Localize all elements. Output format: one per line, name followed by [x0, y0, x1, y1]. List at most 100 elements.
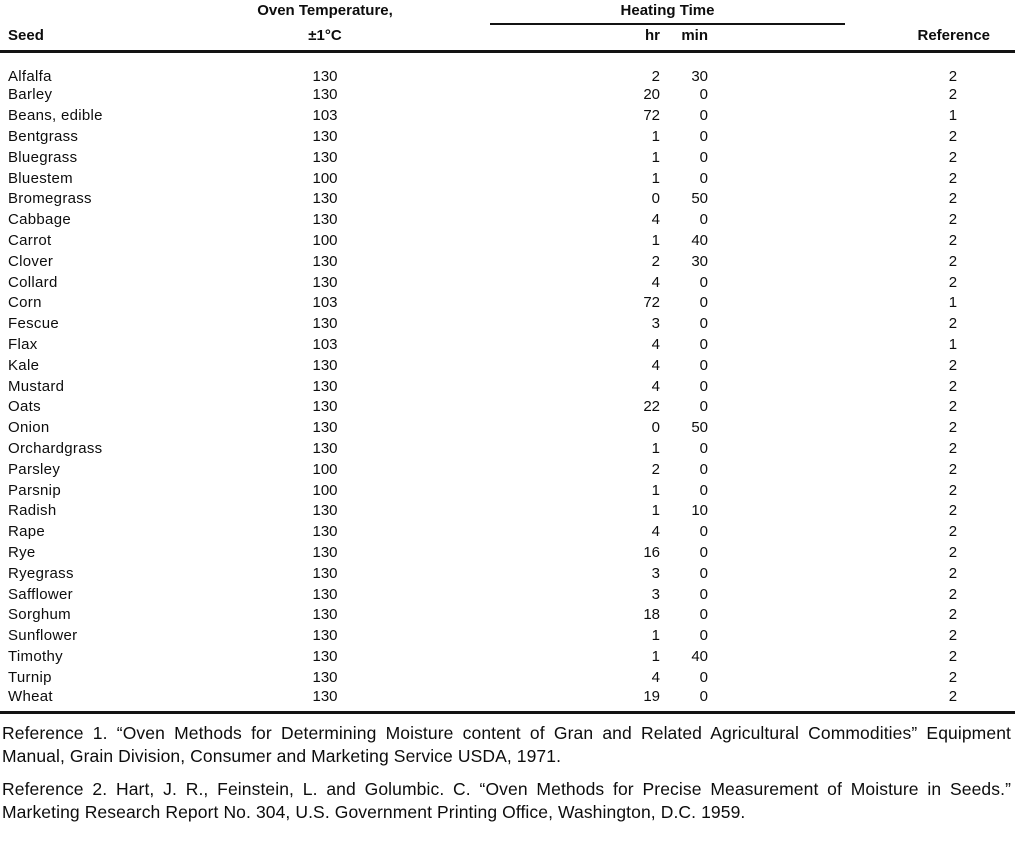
heating-hours-cell: 1: [651, 231, 660, 249]
heating-minutes-cell: 10: [691, 502, 708, 520]
heating-minutes-cell: 0: [699, 148, 708, 166]
seed-name-cell: Parsley: [8, 460, 61, 478]
oven-temperature-cell: 130: [312, 502, 338, 520]
oven-temperature-cell: 103: [312, 107, 338, 125]
heating-hours-cell: 4: [651, 356, 660, 374]
seed-name-cell: Sorghum: [8, 606, 71, 624]
heating-hours-cell: 2: [651, 252, 660, 270]
oven-temperature-cell: 103: [312, 294, 338, 312]
seed-heating-table: Oven Temperature, Heating Time Seed ±1°C…: [0, 0, 1015, 714]
oven-temperature-cell: 130: [312, 627, 338, 645]
table-row: Fescue 130 3 0 2: [0, 313, 1015, 334]
seed-name-cell: Barley: [8, 86, 53, 104]
reference-number-cell: 2: [948, 460, 958, 478]
table-row: Bluegrass 130 1 0 2: [0, 147, 1015, 168]
seed-name-cell: Radish: [8, 502, 57, 520]
table-row: Beans, edible 103 72 0 1: [0, 105, 1015, 126]
heating-hours-cell: 18: [643, 606, 660, 624]
seed-name-cell: Bluestem: [8, 169, 73, 187]
heating-time-spanner: Heating Time: [405, 0, 1015, 25]
heating-hours-cell: 2: [651, 460, 660, 478]
oven-temperature-cell: 130: [312, 419, 338, 437]
table-row: Barley 130 20 0 2: [0, 85, 1015, 106]
table-row: Clover 130 2 30 2: [0, 251, 1015, 272]
reference-number-cell: 2: [948, 523, 958, 541]
heating-hours-cell: 4: [651, 523, 660, 541]
table-row: Turnip 130 4 0 2: [0, 667, 1015, 688]
oven-temperature-header-line1: Oven Temperature,: [257, 2, 393, 19]
seed-name-cell: Kale: [8, 356, 40, 374]
heating-hours-cell: 16: [643, 543, 660, 561]
seed-name-cell: Cabbage: [8, 211, 71, 229]
table-row: Orchardgrass 130 1 0 2: [0, 438, 1015, 459]
seed-column-header: Seed: [0, 25, 245, 53]
heating-hours-cell: 0: [651, 190, 660, 208]
reference-1-footnote: Reference 1. “Oven Methods for Determini…: [2, 722, 1011, 766]
oven-temperature-cell: 130: [312, 647, 338, 665]
table-row: Ryegrass 130 3 0 2: [0, 563, 1015, 584]
heating-minutes-cell: 0: [699, 564, 708, 582]
table-row: Onion 130 0 50 2: [0, 417, 1015, 438]
seed-name-cell: Flax: [8, 335, 38, 353]
heating-minutes-cell: 40: [691, 231, 708, 249]
heating-hours-cell: 4: [651, 668, 660, 686]
heating-hours-cell: 1: [651, 502, 660, 520]
reference-column-header: Reference: [708, 25, 1015, 53]
table-row: Bluestem 100 1 0 2: [0, 168, 1015, 189]
reference-number-cell: 2: [948, 398, 958, 416]
reference-number-cell: 2: [948, 606, 958, 624]
heating-hours-cell: 3: [651, 315, 660, 333]
heating-hours-cell: 2: [651, 67, 660, 85]
reference-number-cell: 1: [948, 294, 958, 312]
reference-number-cell: 2: [948, 315, 958, 333]
oven-temperature-cell: 130: [312, 398, 338, 416]
seed-name-cell: Mustard: [8, 377, 65, 395]
heating-minutes-cell: 0: [699, 107, 708, 125]
table-row: Sunflower 130 1 0 2: [0, 625, 1015, 646]
seed-name-cell: Bluegrass: [8, 148, 78, 166]
table-header: Oven Temperature, Heating Time Seed ±1°C…: [0, 0, 1015, 53]
heating-minutes-cell: 0: [699, 523, 708, 541]
oven-temperature-cell: 130: [312, 668, 338, 686]
heating-hours-cell: 72: [643, 294, 660, 312]
heating-minutes-cell: 0: [699, 606, 708, 624]
seed-name-cell: Sunflower: [8, 627, 78, 645]
heating-minutes-cell: 0: [699, 169, 708, 187]
heating-minutes-cell: 0: [699, 439, 708, 457]
table-row: Radish 130 1 10 2: [0, 500, 1015, 521]
heating-minutes-cell: 0: [699, 377, 708, 395]
min-column-header: min: [660, 25, 708, 53]
heating-minutes-cell: 0: [699, 127, 708, 145]
oven-temperature-header-line2: ±1°C: [245, 25, 405, 53]
table-row: Bentgrass 130 1 0 2: [0, 126, 1015, 147]
heating-minutes-cell: 0: [699, 668, 708, 686]
heating-hours-cell: 4: [651, 273, 660, 291]
oven-temperature-cell: 130: [312, 315, 338, 333]
seed-name-cell: Ryegrass: [8, 564, 74, 582]
heating-hours-cell: 1: [651, 127, 660, 145]
reference-number-cell: 2: [948, 627, 958, 645]
table-row: Kale 130 4 0 2: [0, 355, 1015, 376]
reference-number-cell: 2: [948, 273, 958, 291]
heating-hours-cell: 19: [643, 687, 660, 705]
table-row: Cabbage 130 4 0 2: [0, 209, 1015, 230]
table-row: Parsley 100 2 0 2: [0, 459, 1015, 480]
oven-temperature-cell: 130: [312, 606, 338, 624]
heating-minutes-cell: 0: [699, 315, 708, 333]
table-row: Mustard 130 4 0 2: [0, 376, 1015, 397]
heating-minutes-cell: 0: [699, 211, 708, 229]
table-row: Bromegrass 130 0 50 2: [0, 188, 1015, 209]
heating-hours-cell: 3: [651, 585, 660, 603]
oven-temperature-cell: 130: [312, 252, 338, 270]
oven-temperature-cell: 100: [312, 481, 338, 499]
reference-number-cell: 2: [948, 148, 958, 166]
heating-minutes-cell: 0: [699, 627, 708, 645]
heating-hours-cell: 4: [651, 377, 660, 395]
seed-name-cell: Turnip: [8, 668, 52, 686]
table-row: Sorghum 130 18 0 2: [0, 604, 1015, 625]
oven-temperature-cell: 130: [312, 356, 338, 374]
heating-time-header: Heating Time: [490, 2, 845, 25]
oven-temperature-cell: 130: [312, 211, 338, 229]
seed-name-cell: Wheat: [8, 687, 53, 705]
heating-hours-cell: 22: [643, 398, 660, 416]
